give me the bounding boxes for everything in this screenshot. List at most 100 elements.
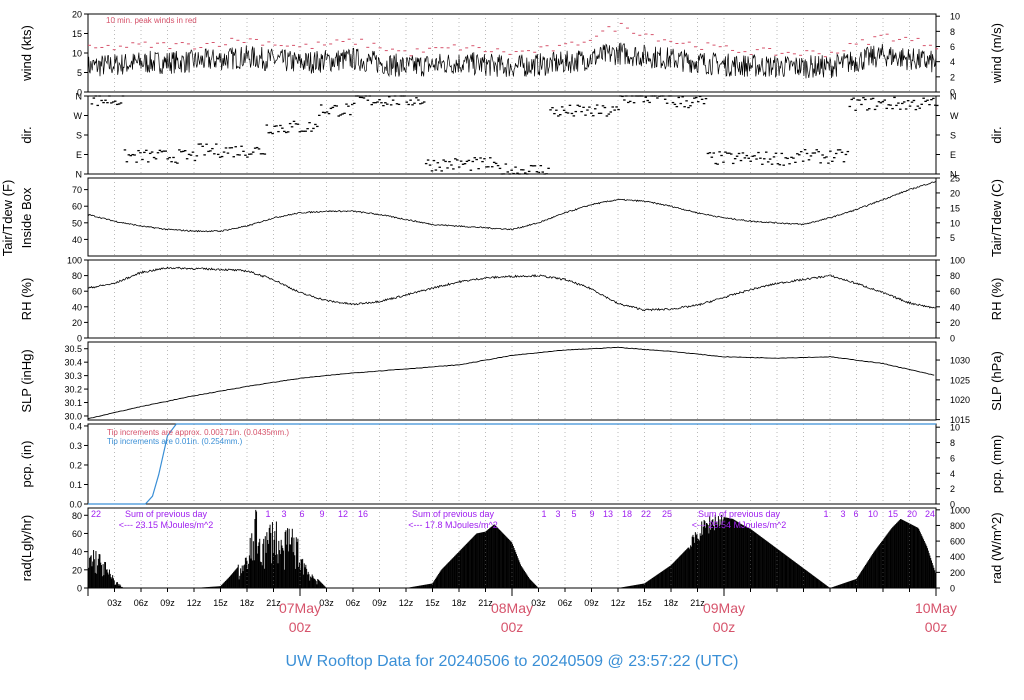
y-axis-label-left: wind (kts) <box>19 25 34 82</box>
y-axis-label-right: Tair/Tdew (C) <box>989 179 1004 257</box>
x-tick-label: 06z <box>558 598 573 608</box>
y-tick-label: 70 <box>72 185 82 195</box>
y-tick-label: 0.4 <box>69 421 82 431</box>
y-tick-label: 60 <box>950 287 960 297</box>
x-tick-label: 12z <box>187 598 202 608</box>
panel-frame-dir <box>87 95 937 175</box>
y-axis-label-right: SLP (hPa) <box>989 351 1004 411</box>
x-date-label: 08May <box>491 600 533 616</box>
y-tick-label: 30.0 <box>64 411 82 421</box>
rad-hour-mark: 6 <box>299 509 304 519</box>
dir-tick-label: N <box>76 92 83 102</box>
x-tick-label: 03z <box>107 598 122 608</box>
dir-tick-label: N <box>950 170 957 180</box>
x-tick-label: 06z <box>346 598 361 608</box>
y-tick-label: 40 <box>72 547 82 557</box>
dir-tick-label: E <box>950 150 956 160</box>
y-tick-label: 80 <box>950 271 960 281</box>
rad-day-sum-label: Sum of previous day <box>698 509 781 519</box>
wind-series-line <box>87 42 937 79</box>
x-date-hour-label: 00z <box>289 619 312 635</box>
y-tick-label: 15 <box>72 29 82 39</box>
y-tick-label: 0.0 <box>69 500 82 510</box>
y-tick-label: 100 <box>67 256 82 266</box>
y-tick-label: 0 <box>77 584 82 594</box>
x-date-hour-label: 00z <box>925 619 948 635</box>
y-tick-label: 50 <box>72 218 82 228</box>
y-tick-label: 400 <box>950 552 965 562</box>
y-tick-label: 20 <box>950 188 960 198</box>
y-tick-label: 60 <box>72 529 82 539</box>
dir-tick-label: E <box>76 150 82 160</box>
y-tick-label: 0 <box>950 88 955 98</box>
y-tick-label: 6 <box>950 453 955 463</box>
rad-day-sum-label: Sum of previous day <box>412 509 495 519</box>
y-tick-label: 15 <box>950 203 960 213</box>
rad-hour-mark: 6 <box>853 509 858 519</box>
y-tick-label: 25 <box>950 174 960 184</box>
rad-hour-mark: 13 <box>603 509 613 519</box>
x-tick-label: 03z <box>319 598 334 608</box>
y-tick-label: 30.2 <box>64 385 82 395</box>
y-tick-label: 80 <box>72 511 82 521</box>
y-tick-label: 40 <box>72 235 82 245</box>
x-tick-label: 09z <box>372 598 387 608</box>
y-tick-label: 0 <box>77 334 82 344</box>
y-tick-label: 40 <box>950 302 960 312</box>
y-tick-label: 0.1 <box>69 480 82 490</box>
tair-series-line <box>87 181 937 233</box>
x-tick-label: 03z <box>531 598 546 608</box>
x-date-label: 10May <box>915 600 957 616</box>
y-axis-label-left: rad(Lgly/hr) <box>19 515 34 581</box>
x-tick-label: 09z <box>160 598 175 608</box>
x-tick-label: 12z <box>611 598 626 608</box>
pcp-note-mm: Tip increments are 0.01in. (0.254mm.) <box>107 437 243 446</box>
y-tick-label: 10 <box>950 12 960 22</box>
x-date-hour-label: 00z <box>713 619 736 635</box>
panel-frame-rh <box>87 259 937 339</box>
rad-hour-mark: 16 <box>358 509 368 519</box>
rad-hour-mark: 12 <box>338 509 348 519</box>
y-tick-label: 20 <box>72 565 82 575</box>
y-tick-label: 20 <box>72 10 82 20</box>
y-tick-label: 10 <box>950 218 960 228</box>
rad-hour-mark: 3 <box>281 509 286 519</box>
rad-hour-mark: 15 <box>888 509 898 519</box>
y-axis-label-right: RH (%) <box>989 278 1004 321</box>
rad-hour-mark: 5 <box>571 509 576 519</box>
pcp-note-inches: Tip increments are approx. 0.00171in. (0… <box>107 428 289 437</box>
y-tick-label: 8 <box>950 27 955 37</box>
pcp-series-line <box>88 423 936 505</box>
y-axis-label-left: dir. <box>19 126 34 143</box>
rad-hour-mark: 20 <box>907 509 917 519</box>
y-tick-label: 0 <box>77 88 82 98</box>
y-tick-label: 6 <box>950 42 955 52</box>
rad-hour-mark: 25 <box>662 509 672 519</box>
y-axis-label-right: pcp. (mm) <box>989 435 1004 494</box>
x-tick-label: 21z <box>266 598 281 608</box>
y-tick-label: 100 <box>950 256 965 266</box>
y-tick-label: 10 <box>72 49 82 59</box>
rad-hour-mark: 22 <box>641 509 651 519</box>
y-axis-label-right: dir. <box>989 126 1004 143</box>
x-tick-label: 18z <box>452 598 467 608</box>
dir-tick-label: W <box>950 111 959 121</box>
y-tick-label: 5 <box>950 233 955 243</box>
y-axis-label-left-2: Inside Box <box>19 187 34 248</box>
y-tick-label: 600 <box>950 537 965 547</box>
x-tick-label: 15z <box>425 598 440 608</box>
x-tick-label: 09z <box>584 598 599 608</box>
dir-tick-label: S <box>76 131 82 141</box>
y-tick-label: 4 <box>950 57 955 67</box>
y-axis-label-right: rad (W/m^2) <box>989 512 1004 583</box>
rad-hour-mark: 3 <box>555 509 560 519</box>
y-tick-label: 30.3 <box>64 371 82 381</box>
rad-hour-mark: 3 <box>840 509 845 519</box>
y-tick-label: 200 <box>950 568 965 578</box>
peak-wind-marks <box>88 22 939 58</box>
y-tick-label: 1000 <box>950 505 970 515</box>
y-tick-label: 1030 <box>950 356 970 366</box>
slp-series-line <box>87 346 935 420</box>
dir-tick-label: N <box>76 170 83 180</box>
